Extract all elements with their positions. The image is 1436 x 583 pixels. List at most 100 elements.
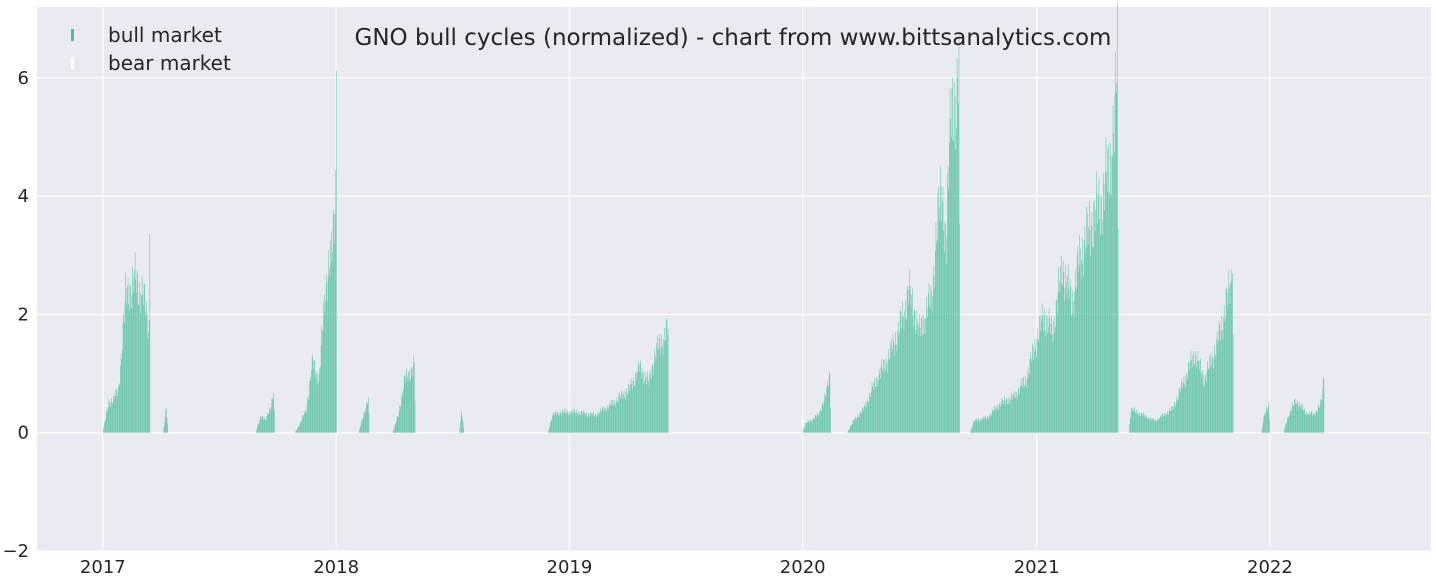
bull-market-bar xyxy=(1085,246,1087,433)
bull-market-bar xyxy=(267,412,268,433)
bull-market-bar xyxy=(803,427,805,433)
bull-market-bar xyxy=(146,301,147,433)
bull-market-bar xyxy=(1186,380,1188,433)
bull-market-bar xyxy=(1211,364,1212,433)
bull-market-bar xyxy=(1031,358,1033,433)
bull-market-bar xyxy=(943,231,944,433)
bull-market-bar xyxy=(1051,315,1052,433)
bull-market-bar xyxy=(630,378,632,433)
bull-market-bar xyxy=(829,372,831,433)
bull-market-bar xyxy=(660,347,662,433)
bull-market-bar xyxy=(265,420,266,433)
bull-market-bar xyxy=(260,417,262,433)
bull-market-bar xyxy=(594,416,595,433)
bull-market-bar xyxy=(1151,418,1152,433)
bull-market-bar xyxy=(1296,400,1298,433)
bull-market-bar xyxy=(901,317,903,433)
bull-market-bar xyxy=(975,418,977,433)
bull-market-bar xyxy=(1067,264,1069,433)
bull-market-bar xyxy=(554,412,556,433)
bull-market-bar xyxy=(393,429,395,433)
bull-market-bar xyxy=(1190,350,1192,433)
bull-market-bar xyxy=(1207,361,1208,433)
bull-market-bar xyxy=(582,414,583,433)
bull-market-bar xyxy=(1071,313,1073,433)
bull-market-bar xyxy=(1302,409,1304,433)
bull-market-bar xyxy=(270,410,271,433)
bull-market-bar xyxy=(122,350,123,433)
bull-market-bar xyxy=(122,322,124,433)
bull-market-bar xyxy=(876,377,877,433)
bull-market-bar xyxy=(1011,392,1012,433)
bull-market-bar xyxy=(403,375,405,433)
bull-market-bar xyxy=(141,276,143,433)
bull-market-bar xyxy=(918,324,919,433)
bull-market-bar xyxy=(1174,404,1176,433)
bull-market-bar xyxy=(569,410,571,433)
bull-market-bar xyxy=(971,427,973,433)
bull-market-bar xyxy=(564,409,566,433)
bull-market-bar xyxy=(1009,403,1011,433)
bull-market-bar xyxy=(1103,184,1105,433)
bull-market-bar xyxy=(1066,282,1067,433)
bull-market-bar xyxy=(408,371,409,433)
bull-market-bar xyxy=(1185,375,1187,433)
bull-market-bar xyxy=(563,412,564,433)
bull-market-bar xyxy=(1304,410,1306,433)
bull-market-bar xyxy=(1166,414,1167,433)
bull-market-bar xyxy=(562,409,563,433)
bull-market-bar xyxy=(1193,351,1194,433)
bull-market-bar xyxy=(368,413,370,433)
bull-market-bar xyxy=(1200,358,1201,433)
bull-market-bar xyxy=(1104,210,1105,433)
bull-market-bar xyxy=(938,186,939,433)
bull-market-bar xyxy=(808,420,810,433)
bull-market-bar xyxy=(821,410,822,433)
bull-market-bar xyxy=(115,388,117,433)
bull-market-bar xyxy=(581,411,583,433)
bull-market-bar xyxy=(1144,417,1146,433)
bull-market-bar xyxy=(587,416,588,433)
bull-market-bar xyxy=(1160,416,1162,433)
bull-market-bar xyxy=(616,401,617,433)
bull-market-bar xyxy=(1285,423,1287,433)
bull-market-bar xyxy=(819,411,820,433)
bull-market-bar xyxy=(811,421,812,433)
bull-market-bar xyxy=(976,420,978,433)
bull-market-bar xyxy=(1113,152,1115,433)
bull-market-bar xyxy=(943,251,945,433)
bull-market-bar xyxy=(615,406,617,433)
bull-market-bar xyxy=(644,372,646,433)
bull-market-bar xyxy=(336,70,337,433)
bull-market-bar xyxy=(950,118,951,433)
bull-market-bar xyxy=(588,413,590,433)
bull-market-bar xyxy=(1065,265,1067,433)
bull-market-bar xyxy=(872,386,873,433)
bull-market-bar xyxy=(818,415,820,433)
bull-market-bar xyxy=(1064,301,1065,433)
bull-market-bar xyxy=(880,366,882,433)
bull-market-bar xyxy=(861,411,863,433)
bull-market-bar xyxy=(320,366,321,433)
bull-market-bar xyxy=(955,149,957,433)
bull-market-bar xyxy=(1183,382,1184,433)
bull-market-bar xyxy=(325,301,326,433)
bull-market-bar xyxy=(260,416,261,433)
chart-title: GNO bull cycles (normalized) - chart fro… xyxy=(355,25,1112,51)
bull-market-bar xyxy=(1202,374,1204,433)
bull-market-bar xyxy=(1107,148,1109,433)
bull-market-bar xyxy=(584,412,585,433)
bull-market-bar xyxy=(1112,105,1114,433)
bull-market-bar xyxy=(931,290,932,433)
bull-market-bar xyxy=(330,241,331,433)
bull-market-bar xyxy=(1051,335,1053,433)
bull-market-bar xyxy=(946,235,948,433)
bull-market-bar xyxy=(1191,366,1193,433)
bull-market-bar xyxy=(593,414,595,433)
bull-market-bar xyxy=(165,409,167,433)
bull-market-bar xyxy=(269,407,271,433)
bull-market-bar xyxy=(1220,331,1222,433)
bull-market-bar xyxy=(1079,235,1081,433)
bull-market-bar xyxy=(1197,361,1198,433)
